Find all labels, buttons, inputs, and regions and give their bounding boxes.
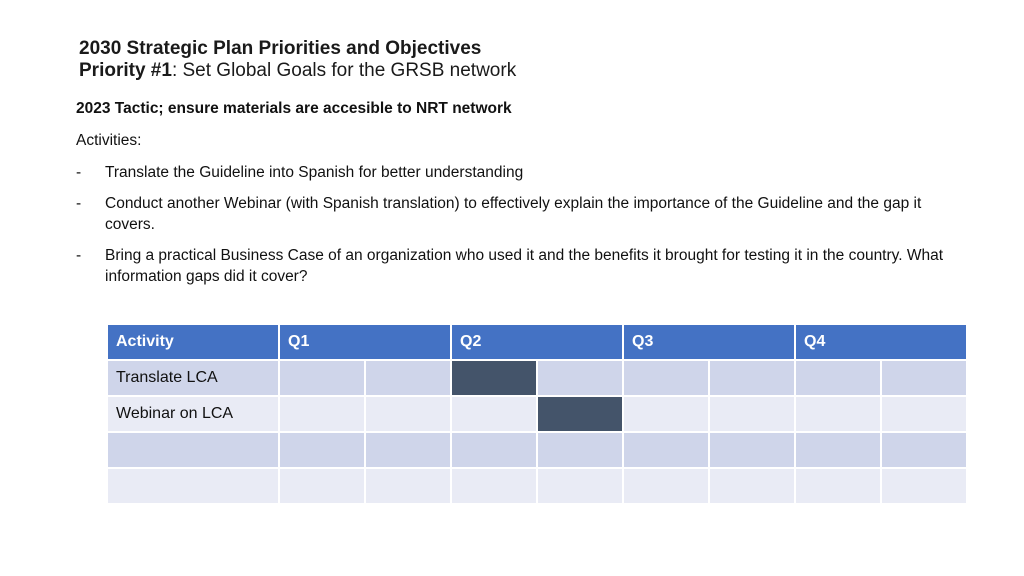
period-cell xyxy=(796,433,880,467)
activity-cell: Translate LCA xyxy=(108,361,278,395)
table-row: Translate LCA xyxy=(108,361,966,395)
period-cell xyxy=(366,361,450,395)
period-cell xyxy=(882,397,966,431)
tactic-heading: 2023 Tactic; ensure materials are accesi… xyxy=(76,100,512,117)
priority-label: Priority #1 xyxy=(79,60,172,81)
period-cell xyxy=(366,397,450,431)
period-cell xyxy=(796,397,880,431)
activity-cell xyxy=(108,469,278,503)
activity-text: Translate the Guideline into Spanish for… xyxy=(105,164,524,181)
header-activity: Activity xyxy=(108,325,278,359)
period-cell xyxy=(710,361,794,395)
period-cell xyxy=(280,361,364,395)
period-cell xyxy=(538,469,622,503)
period-cell xyxy=(280,397,364,431)
page-title: 2030 Strategic Plan Priorities and Objec… xyxy=(79,38,482,59)
activity-item: - Conduct another Webinar (with Spanish … xyxy=(76,193,956,235)
header-q2: Q2 xyxy=(452,325,622,359)
period-cell xyxy=(796,361,880,395)
scheduled-period-cell xyxy=(538,397,622,431)
activity-text: Conduct another Webinar (with Spanish tr… xyxy=(105,195,922,233)
period-cell xyxy=(710,397,794,431)
header-q4: Q4 xyxy=(796,325,966,359)
period-cell xyxy=(882,433,966,467)
period-cell xyxy=(280,469,364,503)
activity-item: - Translate the Guideline into Spanish f… xyxy=(76,162,956,183)
list-dash: - xyxy=(76,164,82,181)
activity-cell: Webinar on LCA xyxy=(108,397,278,431)
period-cell xyxy=(452,469,536,503)
period-cell xyxy=(280,433,364,467)
activity-cell xyxy=(108,433,278,467)
period-cell xyxy=(624,469,708,503)
period-cell xyxy=(796,469,880,503)
table-row: Webinar on LCA xyxy=(108,397,966,431)
period-cell xyxy=(710,433,794,467)
period-cell xyxy=(538,433,622,467)
period-cell xyxy=(882,361,966,395)
period-cell xyxy=(624,361,708,395)
activities-heading: Activities: xyxy=(76,132,142,149)
table-header-row: Activity Q1 Q2 Q3 Q4 xyxy=(108,325,966,359)
period-cell xyxy=(452,433,536,467)
title-block: 2030 Strategic Plan Priorities and Objec… xyxy=(79,38,516,82)
period-cell xyxy=(366,433,450,467)
period-cell xyxy=(882,469,966,503)
activity-item: - Bring a practical Business Case of an … xyxy=(76,245,956,287)
list-dash: - xyxy=(76,247,82,264)
schedule-table: Activity Q1 Q2 Q3 Q4 Translate LCA Webin… xyxy=(106,323,968,505)
period-cell xyxy=(452,397,536,431)
period-cell xyxy=(624,397,708,431)
period-cell xyxy=(710,469,794,503)
priority-subtitle: Priority #1: Set Global Goals for the GR… xyxy=(79,60,516,82)
scheduled-period-cell xyxy=(452,361,536,395)
period-cell xyxy=(624,433,708,467)
period-cell xyxy=(538,361,622,395)
list-dash: - xyxy=(76,195,82,212)
header-q1: Q1 xyxy=(280,325,450,359)
table-row xyxy=(108,433,966,467)
table-row xyxy=(108,469,966,503)
header-q3: Q3 xyxy=(624,325,794,359)
activity-list: - Translate the Guideline into Spanish f… xyxy=(76,162,956,297)
period-cell xyxy=(366,469,450,503)
priority-text: : Set Global Goals for the GRSB network xyxy=(171,60,517,81)
activity-text: Bring a practical Business Case of an or… xyxy=(105,247,944,285)
